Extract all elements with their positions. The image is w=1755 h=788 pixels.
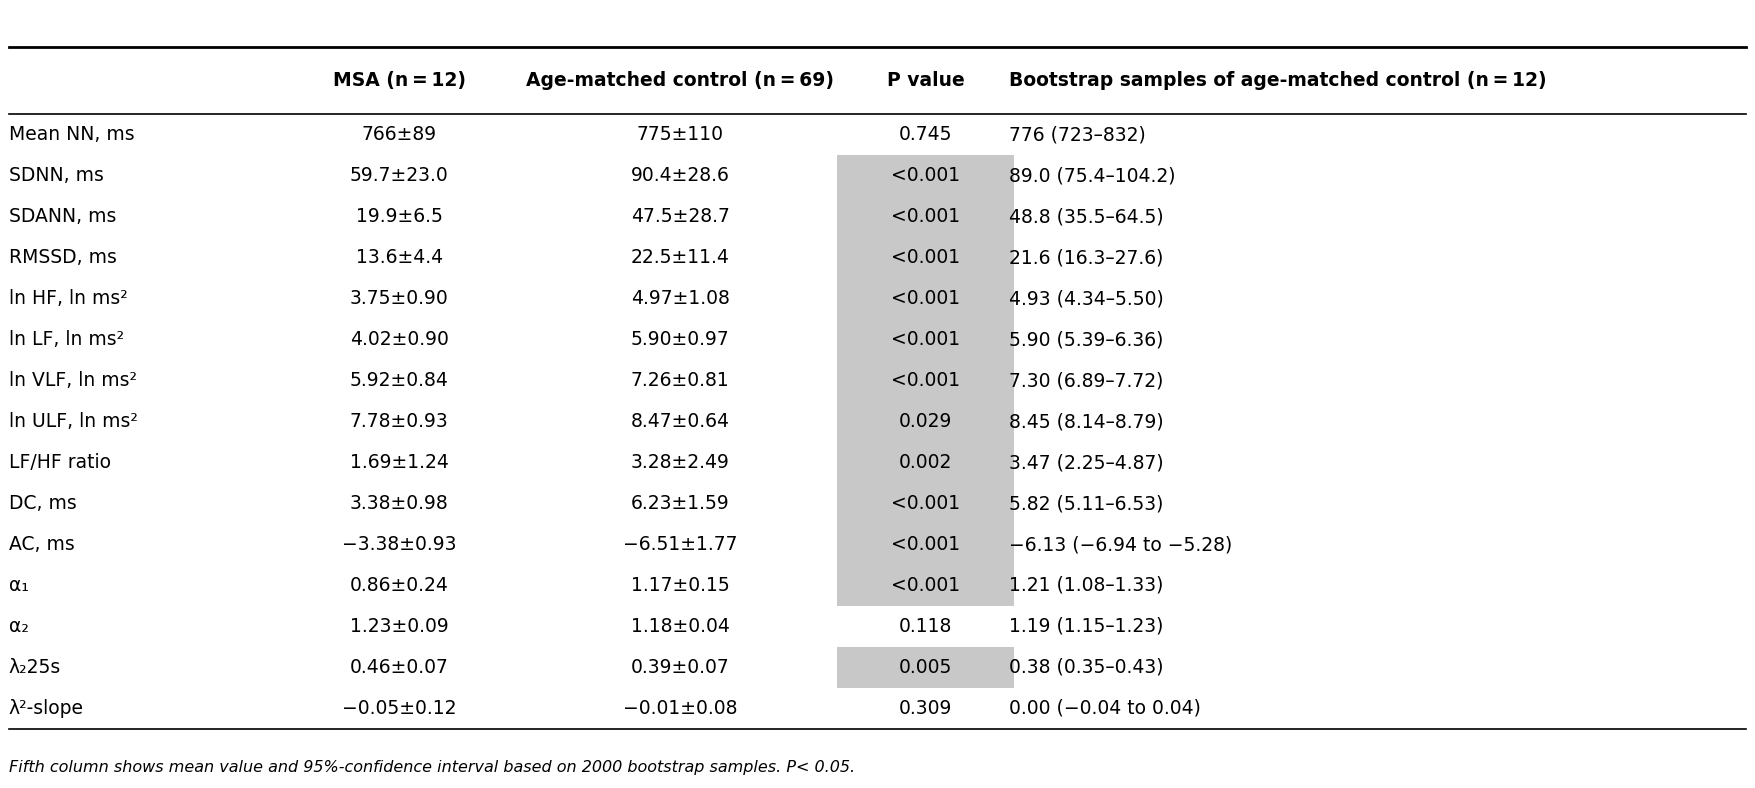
Text: 6.23±1.59: 6.23±1.59 — [630, 494, 730, 513]
Text: 0.46±0.07: 0.46±0.07 — [349, 658, 449, 677]
Text: 0.309: 0.309 — [899, 699, 953, 718]
Text: <0.001: <0.001 — [892, 248, 960, 267]
Text: <0.001: <0.001 — [892, 576, 960, 595]
Text: 0.118: 0.118 — [899, 617, 953, 636]
Text: <0.001: <0.001 — [892, 535, 960, 554]
Text: −3.38±0.93: −3.38±0.93 — [342, 535, 456, 554]
Text: 1.17±0.15: 1.17±0.15 — [630, 576, 730, 595]
Text: 3.47 (2.25–4.87): 3.47 (2.25–4.87) — [1009, 453, 1164, 472]
Text: 8.45 (8.14–8.79): 8.45 (8.14–8.79) — [1009, 412, 1164, 431]
Text: 1.19 (1.15–1.23): 1.19 (1.15–1.23) — [1009, 617, 1164, 636]
Bar — [837, 524, 1014, 565]
Text: <0.001: <0.001 — [892, 166, 960, 185]
Text: Mean NN, ms: Mean NN, ms — [9, 125, 135, 144]
Text: −6.13 (−6.94 to −5.28): −6.13 (−6.94 to −5.28) — [1009, 535, 1232, 554]
Text: 19.9±6.5: 19.9±6.5 — [356, 207, 442, 226]
Bar — [837, 442, 1014, 483]
Text: 89.0 (75.4–104.2): 89.0 (75.4–104.2) — [1009, 166, 1176, 185]
Text: 3.38±0.98: 3.38±0.98 — [349, 494, 449, 513]
Text: 1.21 (1.08–1.33): 1.21 (1.08–1.33) — [1009, 576, 1164, 595]
Text: AC, ms: AC, ms — [9, 535, 74, 554]
Text: 766±89: 766±89 — [362, 125, 437, 144]
Text: 59.7±23.0: 59.7±23.0 — [349, 166, 449, 185]
Text: 0.86±0.24: 0.86±0.24 — [349, 576, 449, 595]
Text: LF/HF ratio: LF/HF ratio — [9, 453, 111, 472]
Text: −0.01±0.08: −0.01±0.08 — [623, 699, 737, 718]
Text: 0.002: 0.002 — [899, 453, 953, 472]
Text: 5.90±0.97: 5.90±0.97 — [630, 330, 730, 349]
Text: 4.93 (4.34–5.50): 4.93 (4.34–5.50) — [1009, 289, 1164, 308]
Text: −6.51±1.77: −6.51±1.77 — [623, 535, 737, 554]
Text: 90.4±28.6: 90.4±28.6 — [630, 166, 730, 185]
Text: 0.005: 0.005 — [899, 658, 953, 677]
Text: −0.05±0.12: −0.05±0.12 — [342, 699, 456, 718]
Bar — [837, 319, 1014, 360]
Text: Bootstrap samples of age-matched control (n = 12): Bootstrap samples of age-matched control… — [1009, 71, 1546, 91]
Bar — [837, 360, 1014, 401]
Text: λ²-slope: λ²-slope — [9, 699, 84, 718]
Text: 1.18±0.04: 1.18±0.04 — [630, 617, 730, 636]
Text: 0.39±0.07: 0.39±0.07 — [630, 658, 730, 677]
Text: 7.30 (6.89–7.72): 7.30 (6.89–7.72) — [1009, 371, 1164, 390]
Text: 5.90 (5.39–6.36): 5.90 (5.39–6.36) — [1009, 330, 1164, 349]
Text: <0.001: <0.001 — [892, 207, 960, 226]
Bar — [837, 155, 1014, 196]
Text: 3.28±2.49: 3.28±2.49 — [630, 453, 730, 472]
Text: 4.97±1.08: 4.97±1.08 — [630, 289, 730, 308]
Text: 4.02±0.90: 4.02±0.90 — [349, 330, 449, 349]
Text: 3.75±0.90: 3.75±0.90 — [349, 289, 449, 308]
Text: <0.001: <0.001 — [892, 494, 960, 513]
Text: λ₂25s: λ₂25s — [9, 658, 61, 677]
Text: 5.92±0.84: 5.92±0.84 — [349, 371, 449, 390]
Text: 5.82 (5.11–6.53): 5.82 (5.11–6.53) — [1009, 494, 1164, 513]
Text: DC, ms: DC, ms — [9, 494, 77, 513]
Text: 47.5±28.7: 47.5±28.7 — [630, 207, 730, 226]
Text: 7.26±0.81: 7.26±0.81 — [630, 371, 730, 390]
Text: ln LF, ln ms²: ln LF, ln ms² — [9, 330, 125, 349]
Text: 776 (723–832): 776 (723–832) — [1009, 125, 1146, 144]
Text: 13.6±4.4: 13.6±4.4 — [356, 248, 442, 267]
Text: <0.001: <0.001 — [892, 330, 960, 349]
Bar — [837, 565, 1014, 606]
Text: <0.001: <0.001 — [892, 289, 960, 308]
Text: 0.38 (0.35–0.43): 0.38 (0.35–0.43) — [1009, 658, 1164, 677]
Text: 1.69±1.24: 1.69±1.24 — [349, 453, 449, 472]
Text: SDNN, ms: SDNN, ms — [9, 166, 104, 185]
Text: MSA (n = 12): MSA (n = 12) — [333, 71, 465, 91]
Bar — [837, 196, 1014, 237]
Text: 22.5±11.4: 22.5±11.4 — [630, 248, 730, 267]
Text: Age-matched control (n = 69): Age-matched control (n = 69) — [526, 71, 834, 91]
Text: Fifth column shows mean value and 95%-confidence interval based on 2000 bootstra: Fifth column shows mean value and 95%-co… — [9, 760, 855, 775]
Bar — [837, 483, 1014, 524]
Text: 0.029: 0.029 — [899, 412, 953, 431]
Bar — [837, 647, 1014, 688]
Text: 0.00 (−0.04 to 0.04): 0.00 (−0.04 to 0.04) — [1009, 699, 1200, 718]
Text: 48.8 (35.5–64.5): 48.8 (35.5–64.5) — [1009, 207, 1164, 226]
Text: ln VLF, ln ms²: ln VLF, ln ms² — [9, 371, 137, 390]
Text: ln HF, ln ms²: ln HF, ln ms² — [9, 289, 128, 308]
Text: 21.6 (16.3–27.6): 21.6 (16.3–27.6) — [1009, 248, 1164, 267]
Text: 8.47±0.64: 8.47±0.64 — [630, 412, 730, 431]
Bar — [837, 237, 1014, 278]
Text: SDANN, ms: SDANN, ms — [9, 207, 116, 226]
Bar — [837, 401, 1014, 442]
Text: RMSSD, ms: RMSSD, ms — [9, 248, 116, 267]
Text: <0.001: <0.001 — [892, 371, 960, 390]
Text: α₂: α₂ — [9, 617, 28, 636]
Text: α₁: α₁ — [9, 576, 28, 595]
Text: P value: P value — [886, 71, 965, 91]
Text: 7.78±0.93: 7.78±0.93 — [349, 412, 449, 431]
Text: 0.745: 0.745 — [899, 125, 953, 144]
Text: ln ULF, ln ms²: ln ULF, ln ms² — [9, 412, 137, 431]
Text: 775±110: 775±110 — [637, 125, 723, 144]
Bar — [837, 278, 1014, 319]
Text: 1.23±0.09: 1.23±0.09 — [349, 617, 449, 636]
